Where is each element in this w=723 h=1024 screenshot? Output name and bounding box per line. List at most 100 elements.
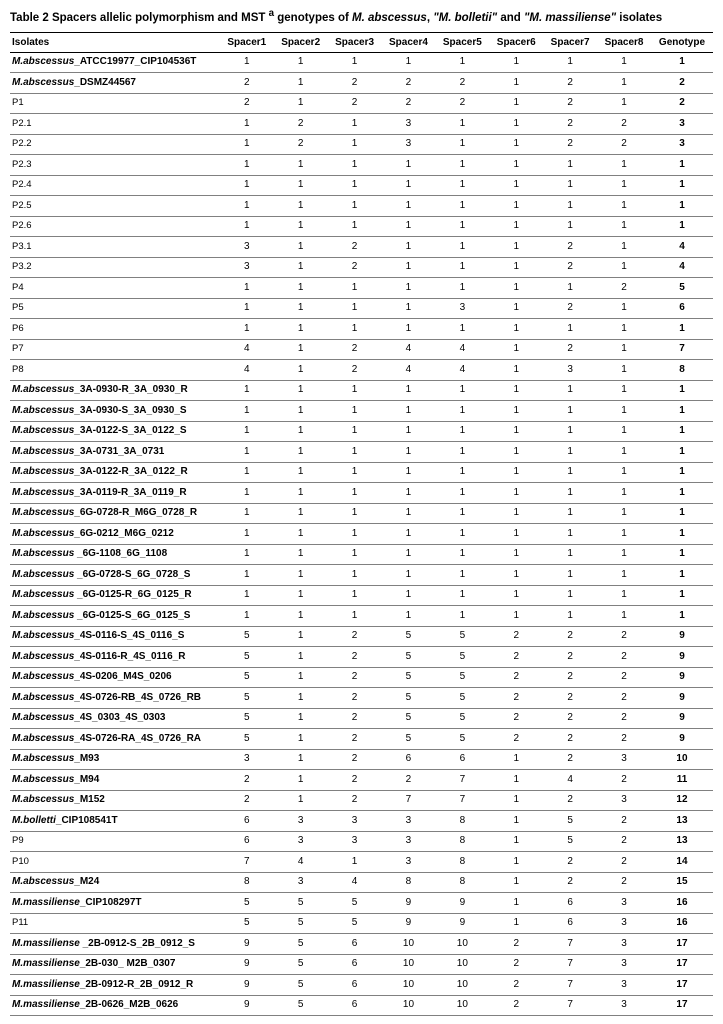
col-spacer6: Spacer6	[489, 32, 543, 52]
isolate-cell: M.abscessus_M152	[10, 790, 220, 811]
spacer-cell: 4	[382, 339, 436, 360]
isolate-cell: P11	[10, 913, 220, 934]
spacer-cell: 1	[489, 831, 543, 852]
table-row: P2.1121311223	[10, 114, 713, 135]
isolate-species: M.abscessus	[12, 384, 74, 395]
isolate-cell: M.massiliense_2B-0626_M2B_0626	[10, 995, 220, 1016]
spacer-cell: 2	[543, 134, 597, 155]
genotype-cell: 13	[651, 811, 713, 832]
table-row: P96333815213	[10, 831, 713, 852]
spacer-cell: 2	[328, 729, 382, 750]
table-row: P3.1312111214	[10, 237, 713, 258]
spacer-cell: 1	[274, 647, 328, 668]
spacer-cell: 1	[597, 442, 651, 463]
table-row: M.abscessus_4S-0116-S_4S_0116_S512552229	[10, 626, 713, 647]
spacer-cell: 3	[382, 134, 436, 155]
spacer-cell: 1	[597, 155, 651, 176]
col-spacer5: Spacer5	[435, 32, 489, 52]
spacer-cell: 1	[220, 175, 274, 196]
spacer-cell: 9	[220, 975, 274, 996]
isolate-cell: P7	[10, 339, 220, 360]
isolate-species: M.massiliense	[12, 938, 80, 949]
spacer-cell: 2	[597, 134, 651, 155]
spacer-cell: 1	[274, 708, 328, 729]
isolate-cell: M.abscessus_4S-0206_M4S_0206	[10, 667, 220, 688]
spacer-cell: 1	[382, 442, 436, 463]
isolate-species: M.abscessus	[12, 56, 74, 67]
spacer-cell: 1	[435, 237, 489, 258]
isolate-species: M.abscessus	[12, 405, 74, 416]
genotype-cell: 1	[651, 503, 713, 524]
spacer-cell: 1	[435, 401, 489, 422]
spacer-cell: 2	[597, 667, 651, 688]
spacer-cell: 1	[328, 606, 382, 627]
spacer-cell: 1	[220, 421, 274, 442]
isolate-cell: M.abscessus_M94	[10, 770, 220, 791]
table-body: M.abscessus_ATCC19977_CIP104536T11111111…	[10, 52, 713, 1016]
isolate-label: P4	[12, 282, 24, 293]
table-row: P3.2312111214	[10, 257, 713, 278]
spacer-cell: 2	[597, 114, 651, 135]
spacer-cell: 1	[328, 114, 382, 135]
table-row: M.abscessus_M1522127712312	[10, 790, 713, 811]
genotype-cell: 1	[651, 524, 713, 545]
spacer-cell: 1	[274, 380, 328, 401]
genotype-cell: 1	[651, 380, 713, 401]
spacer-cell: 1	[382, 462, 436, 483]
isolate-species: M.abscessus	[12, 466, 74, 477]
isolate-label: P9	[12, 835, 24, 846]
isolate-cell: M.abscessus_3A-0122-R_3A_0122_R	[10, 462, 220, 483]
spacer-cell: 2	[543, 872, 597, 893]
isolate-cell: P2.1	[10, 114, 220, 135]
spacer-cell: 1	[274, 360, 328, 381]
spacer-cell: 1	[328, 216, 382, 237]
spacer-cell: 1	[382, 237, 436, 258]
isolate-strain: _3A-0119-R_3A_0119_R	[74, 487, 186, 498]
spacer-cell: 1	[543, 401, 597, 422]
genotype-cell: 1	[651, 585, 713, 606]
isolate-strain: _CIP108541T	[56, 815, 118, 826]
spacer-cell: 1	[328, 462, 382, 483]
caption-prefix: Table 2 Spacers allelic polymorphism and…	[10, 12, 269, 24]
table-header-row: Isolates Spacer1 Spacer2 Spacer3 Spacer4…	[10, 32, 713, 52]
isolate-cell: P6	[10, 319, 220, 340]
genotype-cell: 5	[651, 278, 713, 299]
spacer-cell: 3	[220, 257, 274, 278]
spacer-cell: 2	[543, 790, 597, 811]
spacer-cell: 1	[328, 524, 382, 545]
isolate-cell: M.abscessus_3A-0930-S_3A_0930_S	[10, 401, 220, 422]
spacer-cell: 3	[274, 872, 328, 893]
spacer-cell: 1	[220, 606, 274, 627]
spacer-cell: 2	[328, 708, 382, 729]
genotype-cell: 16	[651, 913, 713, 934]
isolate-strain: _DSMZ44567	[74, 77, 136, 88]
spacer-cell: 2	[489, 934, 543, 955]
spacer-cell: 1	[220, 401, 274, 422]
spacer-cell: 1	[489, 872, 543, 893]
spacer-cell: 1	[597, 298, 651, 319]
table-row: P4111111125	[10, 278, 713, 299]
spacer-cell: 1	[220, 503, 274, 524]
isolate-strain: _6G-0728-R_M6G_0728_R	[74, 507, 197, 518]
spacer-cell: 1	[597, 93, 651, 114]
genotype-cell: 1	[651, 544, 713, 565]
spacer-cell: 5	[435, 708, 489, 729]
table-row: M.abscessus_ATCC19977_CIP104536T11111111…	[10, 52, 713, 73]
spacer-cell: 1	[489, 790, 543, 811]
spacer-cell: 2	[597, 708, 651, 729]
spacer-cell: 1	[328, 155, 382, 176]
isolate-cell: M.abscessus _6G-0125-S_6G_0125_S	[10, 606, 220, 627]
spacer-cell: 4	[543, 770, 597, 791]
spacer-cell: 6	[543, 893, 597, 914]
table-row: M.abscessus_3A-0930-S_3A_0930_S111111111	[10, 401, 713, 422]
isolate-species: M.massiliense	[12, 979, 80, 990]
spacer-cell: 1	[435, 52, 489, 73]
spacer-cell: 1	[489, 319, 543, 340]
isolate-strain: _3A-0731_3A_0731	[74, 446, 164, 457]
spacer-cell: 2	[489, 688, 543, 709]
spacer-cell: 1	[597, 585, 651, 606]
table-row: M.massiliense_2B-0626_M2B_06269561010273…	[10, 995, 713, 1016]
spacer-cell: 7	[543, 954, 597, 975]
spacer-cell: 5	[274, 893, 328, 914]
spacer-cell: 1	[220, 319, 274, 340]
